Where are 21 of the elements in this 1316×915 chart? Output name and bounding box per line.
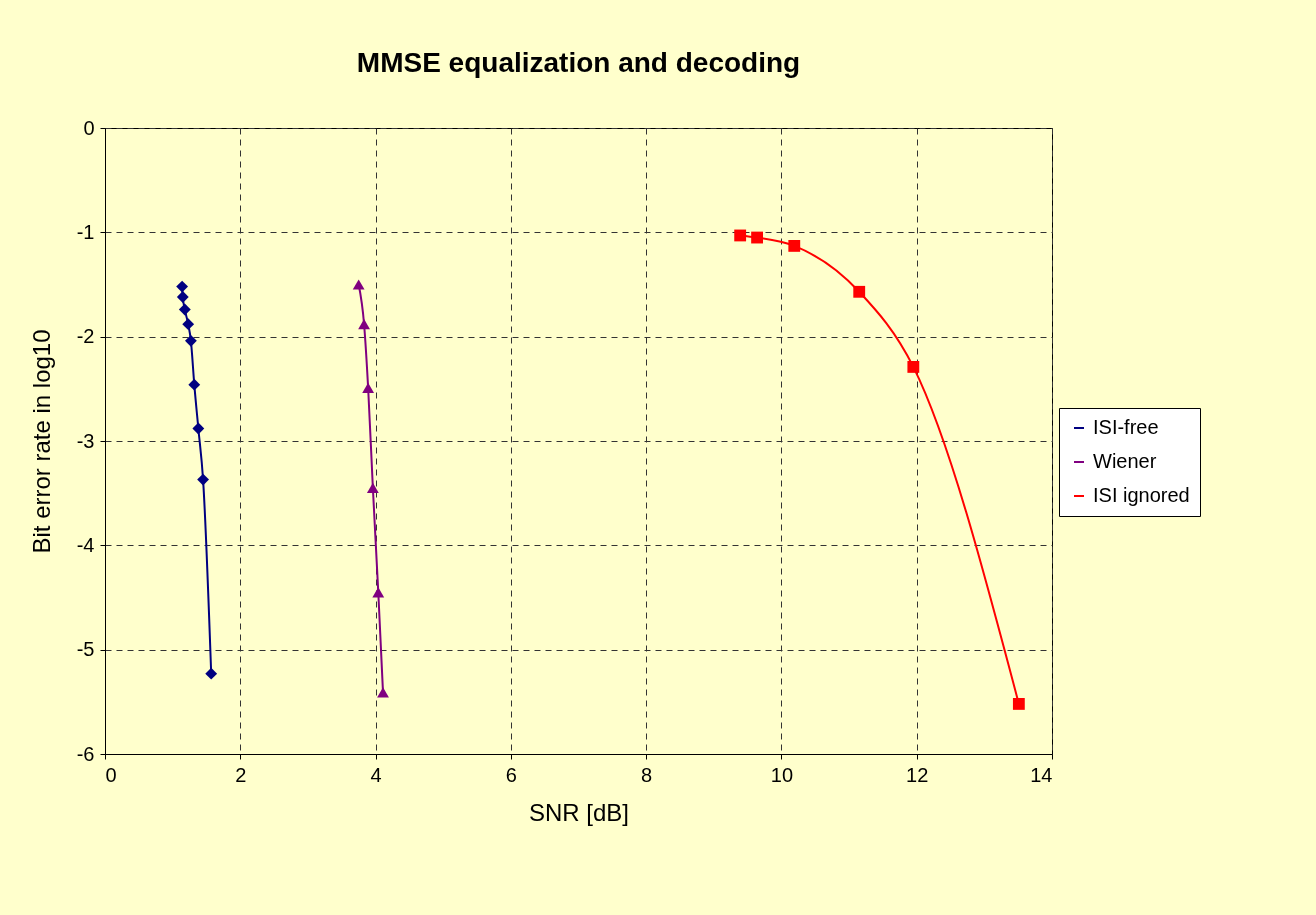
y-tick-label: -4 — [76, 533, 95, 556]
y-axis-title: Bit error rate in log10 — [27, 329, 55, 554]
y-tick-label: -6 — [76, 742, 95, 765]
x-axis-title: SNR [dB] — [528, 798, 630, 826]
y-tick-label: -1 — [76, 220, 95, 243]
x-tick-label: 6 — [505, 763, 517, 786]
y-tick-label: 0 — [83, 116, 95, 139]
x-tick-label: 10 — [770, 763, 794, 786]
x-tick-label: 0 — [105, 763, 117, 786]
y-tick-label: -5 — [76, 638, 95, 661]
chart-title: MMSE equalization and decoding — [356, 47, 801, 78]
legend-label: ISI-free — [1093, 416, 1159, 438]
legend-label: Wiener — [1093, 450, 1157, 472]
y-tick-label: -3 — [76, 429, 95, 452]
legend-label: ISI ignored — [1093, 484, 1190, 506]
x-tick-label: 14 — [1030, 763, 1053, 786]
x-tick-label: 4 — [370, 763, 382, 786]
x-tick-label: 8 — [641, 763, 653, 786]
y-tick-label: -2 — [76, 325, 95, 348]
x-tick-label: 12 — [906, 763, 929, 786]
x-tick-label: 2 — [235, 763, 247, 786]
